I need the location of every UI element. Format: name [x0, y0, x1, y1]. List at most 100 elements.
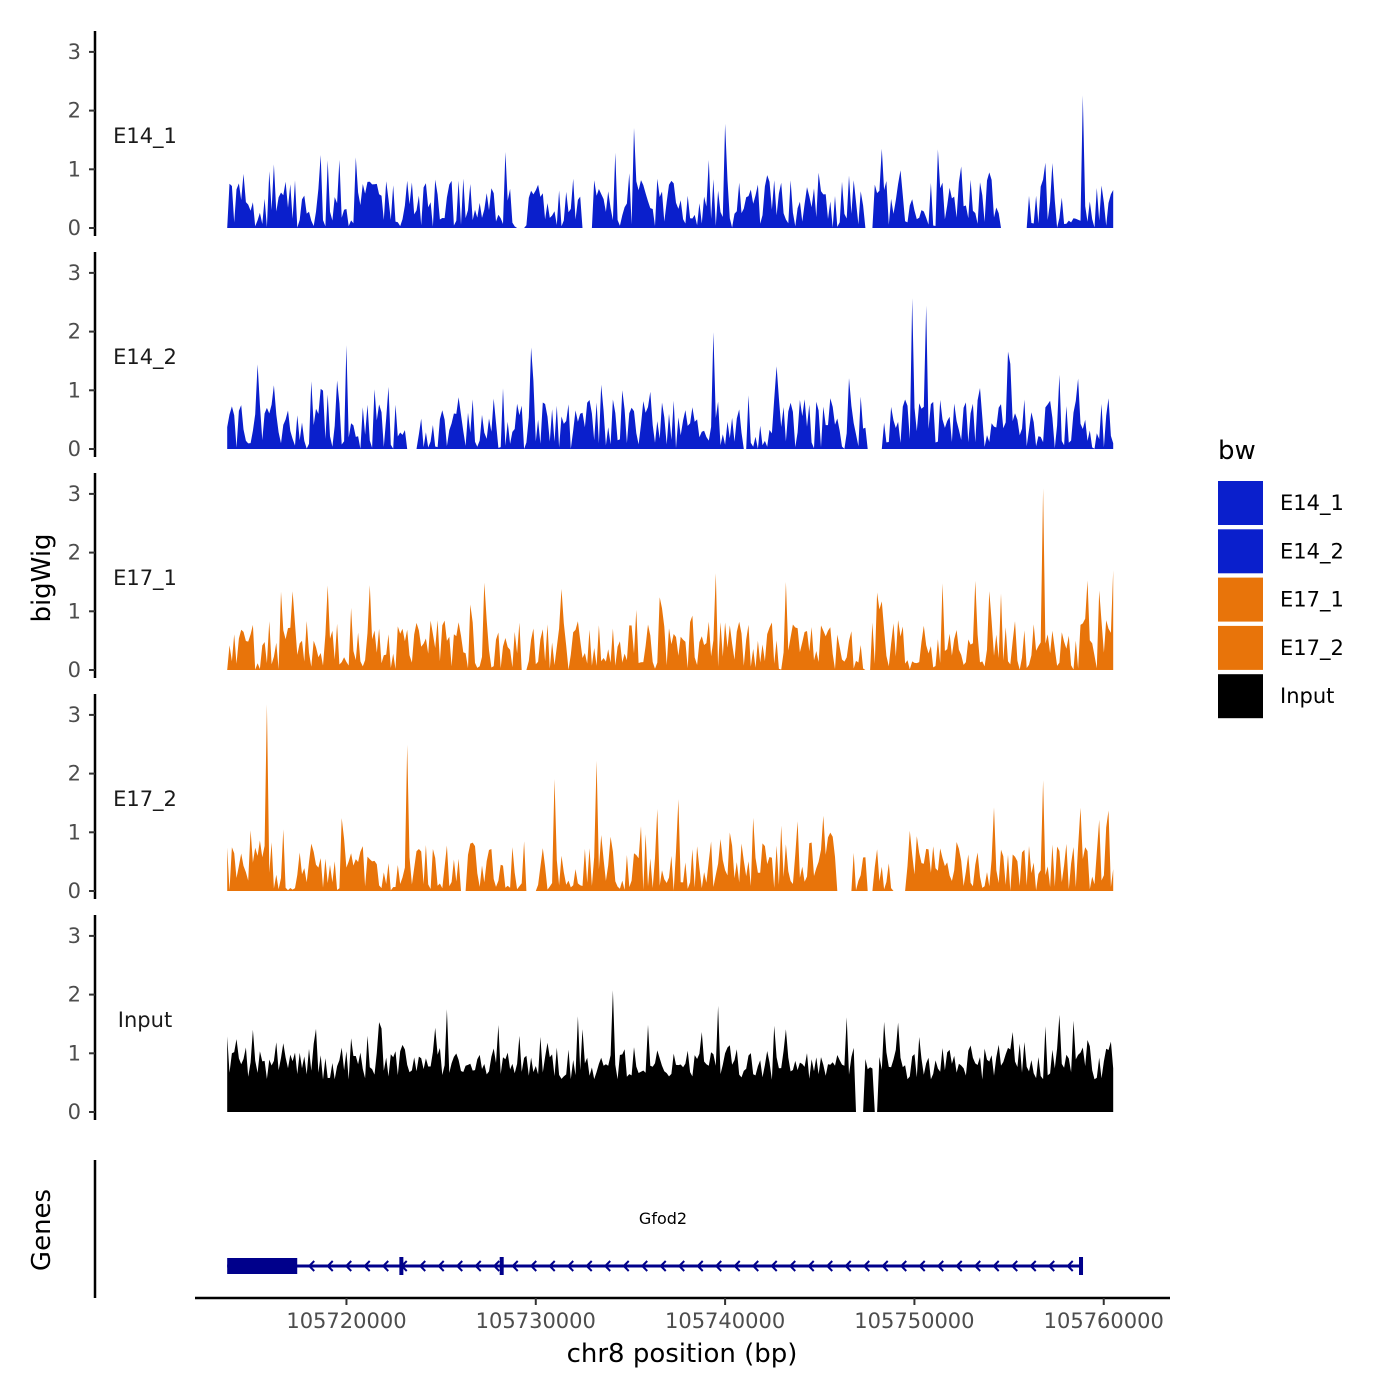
- y-tick-label: 2: [68, 762, 81, 786]
- strand-arrow: [381, 1260, 389, 1272]
- track-label: Input: [118, 1008, 172, 1032]
- y-tick-label: 0: [68, 216, 81, 240]
- y-tick-label: 2: [68, 320, 81, 344]
- legend-label-E17_1: E17_1: [1280, 588, 1344, 613]
- y-tick-label: 3: [68, 703, 81, 727]
- strand-arrow: [437, 1260, 445, 1272]
- y-tick-label: 1: [68, 820, 81, 844]
- strand-arrow: [936, 1260, 944, 1272]
- strand-arrow: [400, 1260, 408, 1272]
- x-axis-ticks: 105720000 105730000 105740000 105750000 1057…: [286, 1298, 1164, 1333]
- strand-arrow: [714, 1260, 722, 1272]
- legend-swatch-Input: [1218, 674, 1263, 719]
- legend-swatch-E17_2: [1218, 625, 1263, 670]
- y-tick-label: 0: [68, 658, 81, 682]
- strand-arrow: [344, 1260, 352, 1272]
- legend-swatch-E14_1: [1218, 481, 1263, 525]
- gene-model: [227, 1257, 1084, 1275]
- strand-arrow: [622, 1260, 630, 1272]
- strand-arrow: [603, 1260, 611, 1272]
- strand-arrow: [511, 1260, 519, 1272]
- strand-arrow: [973, 1260, 981, 1272]
- strand-arrow: [1029, 1260, 1037, 1272]
- signal-area-Input: [227, 990, 1114, 1112]
- y-tick-label: 3: [68, 40, 81, 64]
- gene-name-label: Gfod2: [639, 1209, 687, 1228]
- legend-label-E14_1: E14_1: [1280, 491, 1344, 516]
- x-tick-label: 105730000: [476, 1309, 596, 1333]
- signal-area-E17_2: [227, 704, 1114, 891]
- x-axis-title: chr8 position (bp): [567, 1339, 798, 1369]
- legend-swatch-E17_1: [1218, 577, 1263, 622]
- y-tick-label: 0: [68, 879, 81, 903]
- x-tick-label: 105720000: [286, 1309, 406, 1333]
- strand-arrow: [992, 1260, 1000, 1272]
- genes-axis-title: Genes: [27, 1189, 57, 1271]
- x-axis: 105720000 105730000 105740000 105750000 1057…: [195, 1296, 1170, 1369]
- strand-arrow: [326, 1260, 334, 1272]
- track-label: E14_2: [113, 345, 177, 370]
- gene-exon-block: [227, 1258, 298, 1274]
- y-tick-label: 2: [68, 983, 81, 1007]
- strand-arrow: [363, 1260, 371, 1272]
- strand-arrow: [585, 1260, 593, 1272]
- legend-label-E14_2: E14_2: [1280, 539, 1344, 564]
- strand-arrow: [862, 1260, 870, 1272]
- strand-arrow: [677, 1260, 685, 1272]
- strand-arrow: [881, 1260, 889, 1272]
- legend: bw E14_1 E14_2 E17_1 E17_2 Input: [1218, 436, 1344, 719]
- strand-arrow: [770, 1260, 778, 1272]
- strand-arrow: [955, 1260, 963, 1272]
- strand-arrow: [418, 1260, 426, 1272]
- track-Input: 0 1 2 3 Input: [68, 915, 1114, 1124]
- strand-arrow: [1066, 1260, 1074, 1272]
- strand-arrow: [751, 1260, 759, 1272]
- strand-arrow: [1047, 1260, 1055, 1272]
- strand-arrow: [696, 1260, 704, 1272]
- strand-arrow: [788, 1260, 796, 1272]
- signal-area-E14_1: [227, 95, 1114, 229]
- y-tick-label: 1: [68, 378, 81, 402]
- signal-panels: 0 1 2 3 E14_1 0 1 2 3 E14_2 0 1 2 3 E17_1 0 1 2 3 E17_2 0 1 2 3…: [68, 31, 1114, 1124]
- strand-arrow: [492, 1260, 500, 1272]
- legend-swatch-E14_2: [1218, 529, 1263, 574]
- y-axis-title: bigWig: [27, 533, 57, 622]
- legend-label-Input: Input: [1280, 684, 1334, 708]
- strand-arrow: [807, 1260, 815, 1272]
- strand-arrow: [455, 1260, 463, 1272]
- strand-arrow: [307, 1260, 315, 1272]
- strand-arrow: [844, 1260, 852, 1272]
- track-E17_1: 0 1 2 3 E17_1: [68, 473, 1114, 682]
- y-tick-label: 2: [68, 541, 81, 565]
- y-tick-label: 3: [68, 261, 81, 285]
- track-label: E17_1: [113, 566, 177, 591]
- strand-arrow: [733, 1260, 741, 1272]
- y-tick-label: 3: [68, 924, 81, 948]
- gene-exon-mark: [499, 1257, 504, 1275]
- legend-title: bw: [1218, 436, 1256, 466]
- gene-panel: Genes Gfod2: [27, 1160, 1084, 1298]
- strand-arrow: [659, 1260, 667, 1272]
- signal-area-E14_2: [227, 298, 1114, 449]
- signal-area-E17_1: [227, 488, 1114, 670]
- track-label: E14_1: [113, 124, 177, 149]
- strand-arrow: [474, 1260, 482, 1272]
- strand-arrow: [918, 1260, 926, 1272]
- x-tick-label: 105760000: [1044, 1309, 1164, 1333]
- track-E14_1: 0 1 2 3 E14_1: [68, 31, 1114, 240]
- y-tick-label: 0: [68, 1100, 81, 1124]
- strand-arrow: [640, 1260, 648, 1272]
- legend-items: E14_1 E14_2 E17_1 E17_2 Input: [1218, 481, 1344, 719]
- gene-exon-mark: [1079, 1257, 1084, 1275]
- strand-arrow: [566, 1260, 574, 1272]
- strand-arrow: [825, 1260, 833, 1272]
- y-tick-label: 3: [68, 482, 81, 506]
- strand-arrow: [529, 1260, 537, 1272]
- strand-arrow: [1010, 1260, 1018, 1272]
- track-label: E17_2: [113, 787, 177, 812]
- strand-arrow: [548, 1260, 556, 1272]
- y-tick-label: 1: [68, 1041, 81, 1065]
- track-E17_2: 0 1 2 3 E17_2: [68, 694, 1114, 903]
